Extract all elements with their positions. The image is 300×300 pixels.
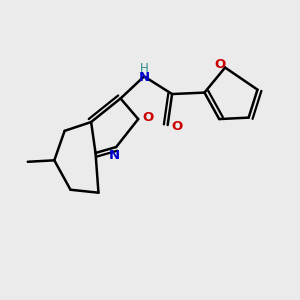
Text: O: O (172, 120, 183, 133)
Text: O: O (142, 111, 153, 124)
Text: O: O (214, 58, 225, 70)
Text: H: H (140, 61, 149, 75)
Text: N: N (109, 149, 120, 162)
Text: N: N (139, 71, 150, 84)
